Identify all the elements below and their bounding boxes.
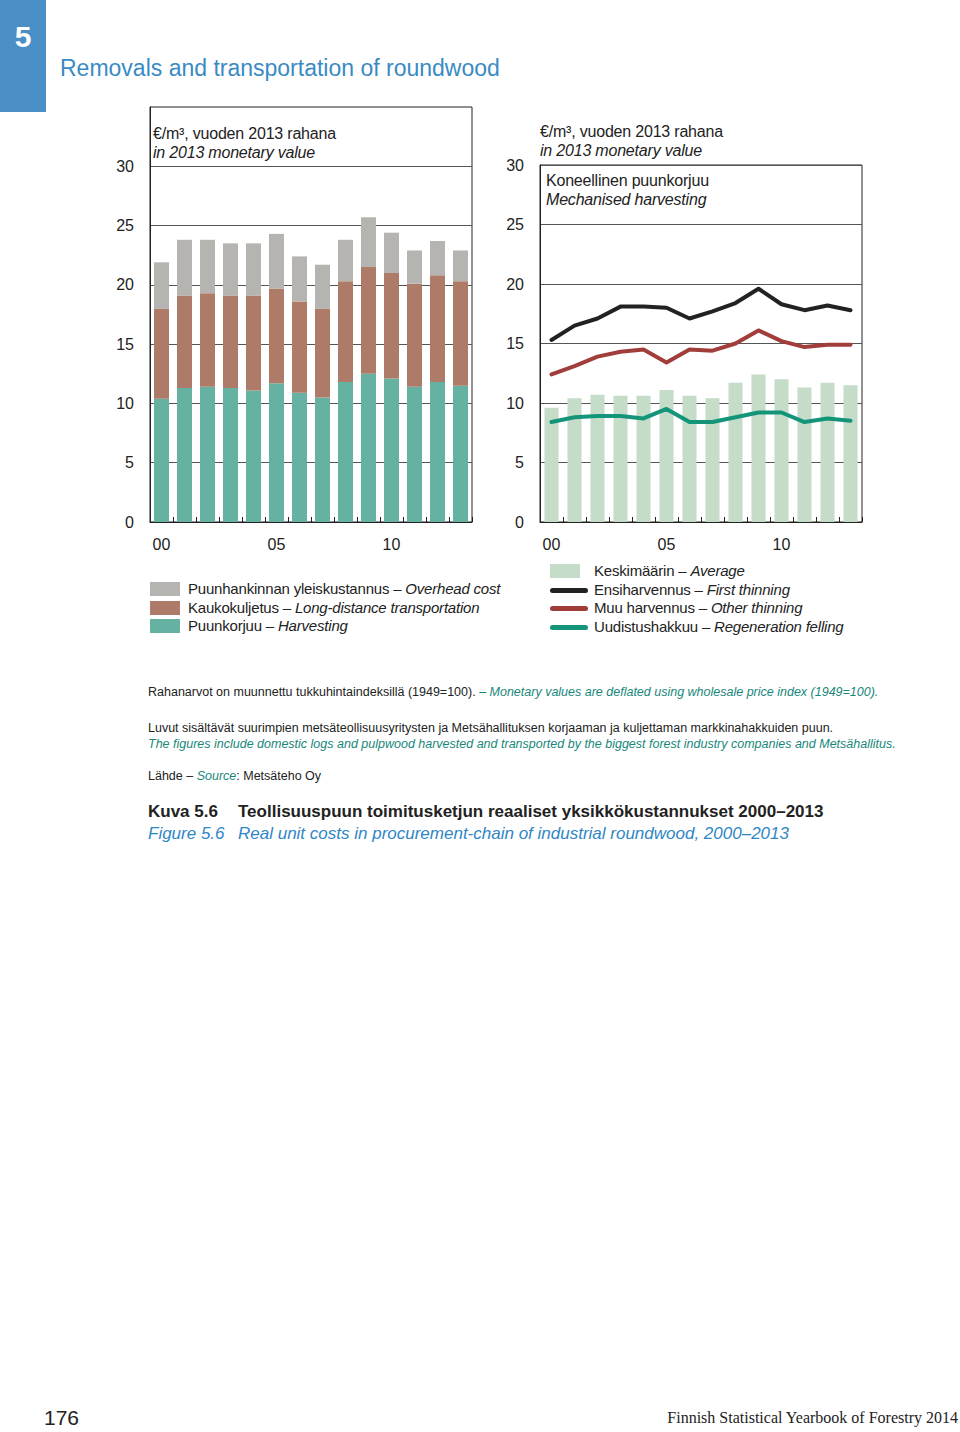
svg-text:0: 0 <box>515 514 524 531</box>
html-text:Keskimäärin – Average: Keskimäärin – Average <box>594 562 745 579</box>
svg-text:10: 10 <box>116 395 134 412</box>
html-text:Ensiharvennus – First thinning: Ensiharvennus – First thinning <box>594 580 790 598</box>
html-text:The figures include domestic l: The figures include domestic logs and pu… <box>148 737 896 751</box>
html-text:in 2013 monetary value: in 2013 monetary value <box>153 144 315 161</box>
html-text:Finnish Statistical Yearbook o: Finnish Statistical Yearbook of Forestry… <box>667 1409 958 1426</box>
svg-text:05: 05 <box>658 536 676 553</box>
svg-text:30: 30 <box>116 158 134 175</box>
svg-text:5: 5 <box>125 454 134 471</box>
svg-text:25: 25 <box>116 217 134 234</box>
html-text:€/m³, vuoden 2013 rahana: €/m³, vuoden 2013 rahana <box>153 125 336 142</box>
html-text:176: 176 <box>44 1406 79 1429</box>
svg-text:15: 15 <box>506 335 524 352</box>
html-text:Figure 5.6: Figure 5.6 <box>148 824 225 843</box>
svg-text:10: 10 <box>383 536 401 553</box>
html-text:Lähde – Source: Metsäteho Oy: Lähde – Source: Metsäteho Oy <box>148 769 321 783</box>
svg-text:05: 05 <box>268 536 286 553</box>
svg-text:20: 20 <box>116 276 134 293</box>
html-text:€/m³, vuoden 2013 rahana: €/m³, vuoden 2013 rahana <box>540 123 723 140</box>
html-text:in 2013 monetary value: in 2013 monetary value <box>540 142 702 159</box>
html-text:5: 5 <box>14 20 32 53</box>
svg-text:5: 5 <box>515 454 524 471</box>
html-text:Puunhankinnan yleiskustannus –: Puunhankinnan yleiskustannus – Overhead … <box>188 580 501 597</box>
html-text:Muu harvennus – Other thinning: Muu harvennus – Other thinning <box>594 599 803 616</box>
html-text:Kaukokuljetus – Long-distance: Kaukokuljetus – Long-distance transporta… <box>188 598 480 616</box>
svg-text:10: 10 <box>506 395 524 412</box>
html-text:Uudistushakkuu – Regeneration: Uudistushakkuu – Regeneration felling <box>594 617 844 635</box>
svg-text:10: 10 <box>773 536 791 553</box>
svg-text:25: 25 <box>506 216 524 233</box>
html-text:Removals and transportation of: Removals and transportation of roundwood <box>60 55 500 81</box>
svg-text:00: 00 <box>543 536 561 553</box>
html-text:Real unit costs in procurement: Real unit costs in procurement-chain of … <box>238 824 789 843</box>
svg-text:15: 15 <box>116 336 134 353</box>
svg-text:30: 30 <box>506 157 524 174</box>
html-text:Luvut sisältävät suurimpien me: Luvut sisältävät suurimpien metsäteollis… <box>148 721 834 735</box>
svg-text:00: 00 <box>153 536 171 553</box>
svg-text:0: 0 <box>125 514 134 531</box>
html-text:Teollisuuspuun toimitusketjun: Teollisuuspuun toimitusketjun reaaliset … <box>238 802 824 821</box>
html-text:Kuva 5.6: Kuva 5.6 <box>148 802 218 821</box>
svg-text:20: 20 <box>506 276 524 293</box>
html-text:Koneellinen puunkorjuu: Koneellinen puunkorjuu <box>546 172 709 189</box>
html-text:Rahanarvot on muunnettu tukkuh: Rahanarvot on muunnettu tukkuhintaindeks… <box>148 685 879 699</box>
html-text:Mechanised harvesting: Mechanised harvesting <box>546 191 707 208</box>
html-text:Puunkorjuu – Harvesting: Puunkorjuu – Harvesting <box>188 617 348 634</box>
